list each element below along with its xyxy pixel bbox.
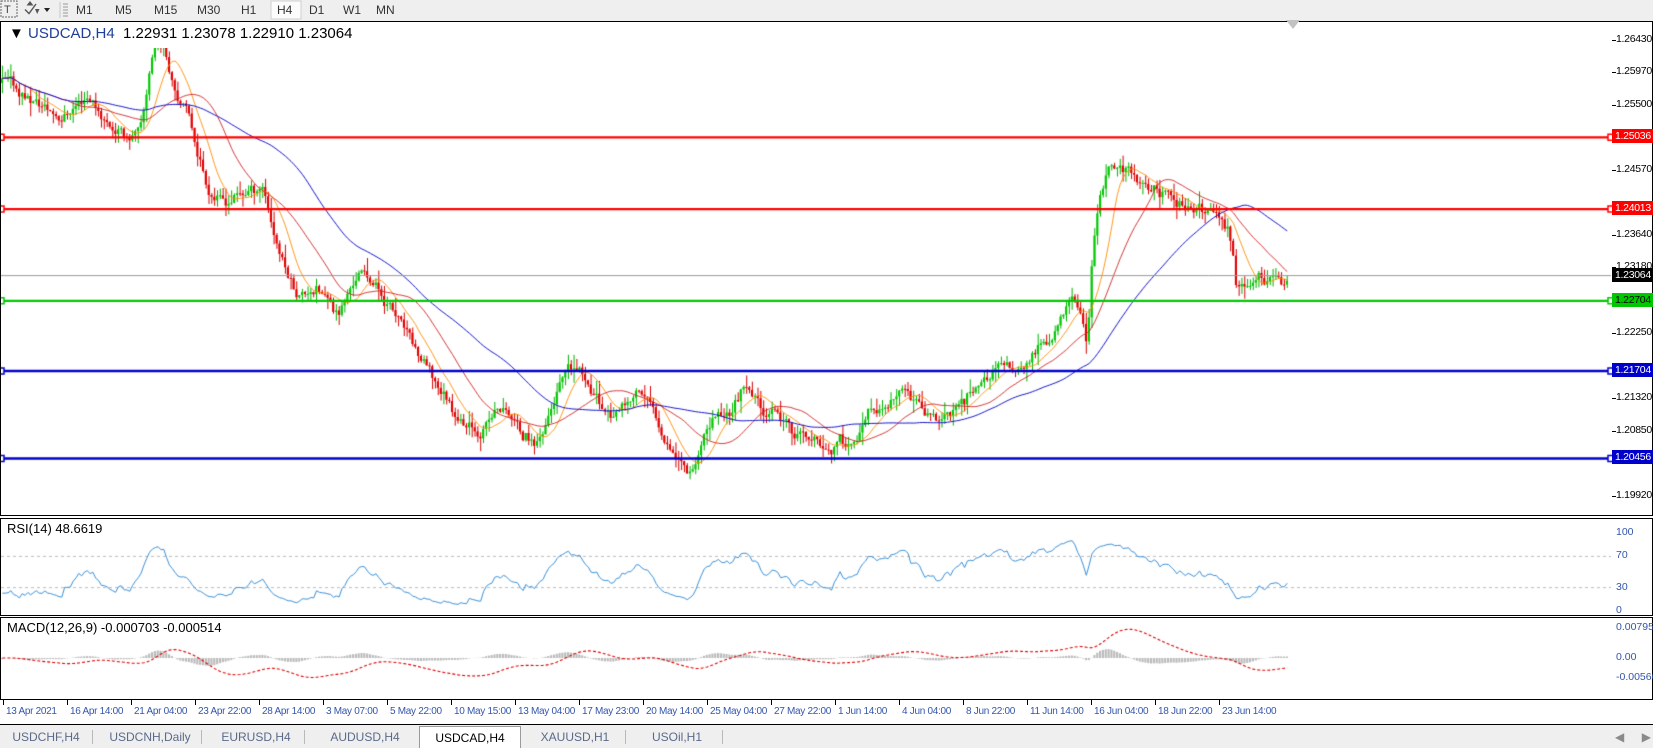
svg-text:D1: D1 [309, 3, 325, 17]
svg-text:H1: H1 [241, 3, 257, 17]
svg-text:MN: MN [376, 3, 395, 17]
svg-text:W1: W1 [343, 3, 361, 17]
svg-text:M5: M5 [115, 3, 132, 17]
svg-text:H4: H4 [277, 3, 293, 17]
svg-text:M1: M1 [76, 3, 93, 17]
svg-text:M30: M30 [197, 3, 221, 17]
svg-text:M15: M15 [154, 3, 178, 17]
svg-text:T: T [4, 4, 11, 16]
